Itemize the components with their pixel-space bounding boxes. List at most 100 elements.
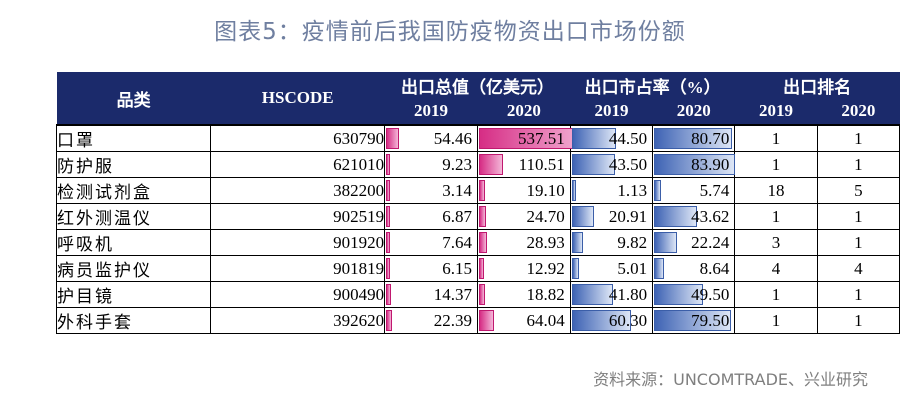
export-value-2019: 6.87 — [384, 203, 478, 230]
export-value-2020-value: 18.82 — [526, 285, 565, 304]
hscode-cell: 630790 — [210, 124, 386, 152]
market-share-2020-bar — [654, 258, 665, 279]
market-share-2020-bar — [654, 180, 662, 201]
market-share-2019: 41.80 — [569, 281, 654, 308]
market-share-2019-value: 44.50 — [608, 129, 648, 148]
market-share-2020: 49.50 — [652, 281, 736, 308]
export-value-2019-bar — [386, 154, 391, 175]
export-value-2020: 12.92 — [476, 255, 571, 282]
header-year: 2020 — [477, 98, 571, 125]
export-value-2019-value: 14.37 — [433, 285, 472, 304]
export-value-2020-bar — [478, 206, 486, 227]
export-value-2020: 64.04 — [476, 307, 571, 334]
market-share-2019-bar — [571, 206, 594, 227]
rank-2019-cell: 3 — [734, 229, 818, 256]
export-value-2019: 22.39 — [384, 307, 478, 334]
header-hscode: HSCODE — [210, 72, 385, 125]
market-share-2020-value: 79.50 — [691, 311, 730, 330]
market-share-2020-bar — [654, 284, 704, 305]
export-value-2020-bar — [478, 180, 485, 201]
export-value-2019-bar — [386, 258, 391, 279]
market-share-2019-value: 41.80 — [608, 285, 648, 304]
table-row: 外科手套 392620 22.39 64.04 60.30 79.50 1 1 — [55, 307, 900, 334]
table-row: 护目镜 900490 14.37 18.82 41.80 49.50 1 1 — [55, 281, 900, 308]
header-year: 2019 — [384, 98, 478, 125]
export-value-2019-value: 9.23 — [442, 155, 472, 174]
category-cell: 病员监护仪 — [55, 255, 212, 282]
export-value-2019-value: 3.14 — [442, 181, 472, 200]
table-body: 口罩 630790 54.46 537.51 44.50 80.70 1 1 防护服 621010… — [55, 124, 900, 334]
market-share-2019: 20.91 — [569, 203, 654, 230]
export-value-2019-bar — [386, 284, 392, 305]
rank-2019-cell: 1 — [734, 151, 818, 178]
category-cell: 口罩 — [55, 124, 212, 152]
category-cell: 护目镜 — [55, 281, 212, 308]
export-table: 品类 HSCODE 出口总值（亿美元） 出口市占率（%） 出口排名 2019 2… — [55, 72, 900, 334]
category-cell: 检测试剂盒 — [55, 177, 212, 204]
export-value-2019: 7.64 — [384, 229, 478, 256]
category-cell: 外科手套 — [55, 307, 212, 334]
export-value-2019-bar — [386, 310, 393, 331]
export-value-2020-bar — [478, 232, 487, 253]
market-share-2020: 8.64 — [652, 255, 736, 282]
rank-2019-cell: 1 — [734, 307, 818, 334]
market-share-2019-bar — [571, 284, 613, 305]
market-share-2019-value: 60.30 — [608, 311, 648, 330]
market-share-2019-bar — [571, 180, 576, 201]
market-share-2019-bar — [571, 232, 583, 253]
export-value-2020-bar — [478, 310, 494, 331]
market-share-2019: 44.50 — [569, 124, 654, 152]
rank-2020-cell: 1 — [816, 203, 900, 230]
header-year: 2019 — [570, 98, 653, 125]
export-value-2019-bar — [386, 180, 391, 201]
hscode-cell: 392620 — [210, 307, 386, 334]
market-share-2019-value: 5.01 — [617, 259, 648, 278]
export-value-2020: 537.51 — [476, 124, 589, 152]
table-row: 口罩 630790 54.46 537.51 44.50 80.70 1 1 — [55, 124, 900, 152]
market-share-2019-value: 9.82 — [617, 233, 648, 252]
export-value-2019-value: 22.39 — [433, 311, 472, 330]
category-cell: 红外测温仪 — [55, 203, 212, 230]
market-share-2020-value: 49.50 — [691, 285, 730, 304]
rank-2019-cell: 1 — [734, 203, 818, 230]
rank-2020-cell: 1 — [816, 307, 900, 334]
header-export-value: 出口总值（亿美元） — [384, 72, 571, 98]
header-market-share: 出口市占率（%） — [570, 72, 735, 98]
market-share-2019-value: 1.13 — [617, 181, 648, 200]
export-value-2020: 18.82 — [476, 281, 571, 308]
table-row: 病员监护仪 901819 6.15 12.92 5.01 8.64 4 4 — [55, 255, 900, 282]
export-value-2019-value: 6.15 — [442, 259, 472, 278]
export-value-2020-bar — [478, 258, 484, 279]
rank-2020-cell: 1 — [816, 229, 900, 256]
hscode-cell: 621010 — [210, 151, 386, 178]
market-share-2020-value: 80.70 — [691, 129, 730, 148]
export-value-2020: 24.70 — [476, 203, 571, 230]
market-share-2019: 1.13 — [569, 177, 654, 204]
export-value-2019: 54.46 — [384, 124, 478, 152]
market-share-2019-value: 43.50 — [608, 155, 648, 174]
rank-2020-cell: 1 — [816, 151, 900, 178]
export-value-2019-bar — [386, 206, 391, 227]
market-share-2019-bar — [571, 128, 616, 149]
hscode-cell: 382200 — [210, 177, 386, 204]
market-share-2020: 79.50 — [652, 307, 736, 334]
market-share-2020-bar — [654, 154, 736, 175]
export-value-2019: 9.23 — [384, 151, 478, 178]
market-share-2019-bar — [571, 310, 631, 331]
hscode-cell: 900490 — [210, 281, 386, 308]
market-share-2019: 60.30 — [569, 307, 654, 334]
rank-2019-cell: 1 — [734, 281, 818, 308]
market-share-2019-value: 20.91 — [608, 207, 648, 226]
rank-2019-cell: 4 — [734, 255, 818, 282]
market-share-2019-bar — [571, 258, 579, 279]
export-value-2020-bar — [478, 284, 485, 305]
market-share-2019-bar — [571, 154, 615, 175]
export-value-2020-value: 12.92 — [526, 259, 565, 278]
rank-2020-cell: 5 — [816, 177, 900, 204]
market-share-2019: 5.01 — [569, 255, 654, 282]
market-share-2020: 22.24 — [652, 229, 736, 256]
export-value-2020-value: 28.93 — [526, 233, 565, 252]
market-share-2019: 9.82 — [569, 229, 654, 256]
table-row: 红外测温仪 902519 6.87 24.70 20.91 43.62 1 1 — [55, 203, 900, 230]
export-value-2020-bar — [478, 154, 503, 175]
